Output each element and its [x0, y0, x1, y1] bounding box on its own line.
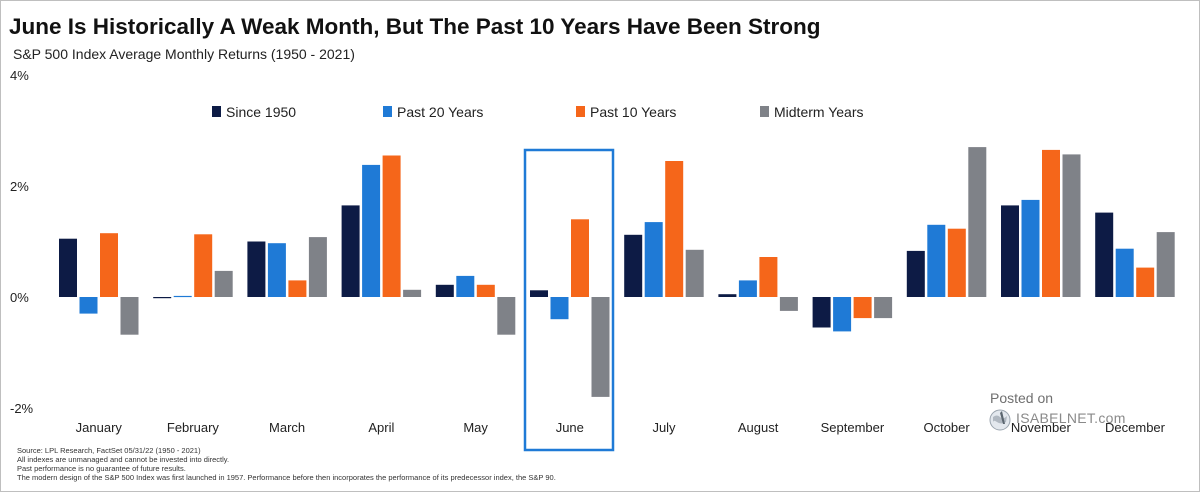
- footnote-source: Source: LPL Research, FactSet 05/31/22 (…: [17, 446, 201, 455]
- bar: [530, 290, 548, 297]
- legend-swatch: [212, 106, 221, 117]
- legend-label: Past 20 Years: [397, 104, 483, 120]
- footnote-modern-design: The modern design of the S&P 500 Index w…: [17, 473, 556, 482]
- bar: [456, 275, 475, 297]
- bar: [382, 155, 401, 297]
- bar: [308, 237, 327, 297]
- x-category-label: December: [1105, 420, 1166, 435]
- bar: [435, 284, 454, 297]
- bar: [624, 234, 643, 297]
- footnote-performance: Past performance is no guarantee of futu…: [17, 464, 186, 473]
- bar: [1042, 149, 1060, 297]
- bar: [173, 295, 192, 298]
- legend-label: Since 1950: [226, 104, 296, 120]
- bar: [644, 222, 663, 297]
- x-category-label: September: [821, 420, 885, 435]
- bar: [267, 243, 286, 297]
- y-tick-label: -2%: [10, 401, 34, 416]
- bar: [550, 297, 569, 320]
- legend-label: Midterm Years: [774, 104, 863, 120]
- bar: [153, 297, 172, 299]
- bar: [1062, 154, 1081, 297]
- bar: [79, 297, 98, 314]
- legend-swatch: [383, 106, 392, 117]
- x-category-label: November: [1011, 420, 1072, 435]
- watermark: Posted on ISABELNET.com: [988, 390, 1138, 440]
- legend-swatch: [760, 106, 769, 117]
- bar: [59, 238, 77, 297]
- bar: [1095, 212, 1114, 297]
- bar: [853, 297, 872, 319]
- bar: [718, 294, 737, 297]
- bar: [968, 147, 987, 297]
- bar: [1115, 248, 1134, 297]
- bar: [403, 289, 422, 297]
- bar: [906, 250, 925, 297]
- bar: [100, 233, 118, 297]
- watermark-posted-label: Posted on: [990, 390, 1054, 406]
- globe-logo-icon: [989, 409, 1011, 431]
- legend-label: Past 10 Years: [590, 104, 676, 120]
- bar: [759, 257, 778, 297]
- bar: [685, 249, 704, 297]
- footnote-indexes: All indexes are unmanaged and cannot be …: [17, 455, 230, 464]
- bar: [214, 270, 233, 297]
- bar: [812, 297, 831, 328]
- bar: [571, 219, 589, 297]
- x-category-label: October: [923, 420, 970, 435]
- x-category-label: February: [167, 420, 220, 435]
- bar: [497, 297, 516, 335]
- x-category-label: January: [76, 420, 123, 435]
- bar: [194, 234, 213, 297]
- june-highlight-box: [523, 148, 615, 452]
- bar: [120, 297, 139, 335]
- y-tick-label: 0%: [10, 290, 29, 305]
- y-tick-label: 2%: [10, 179, 29, 194]
- x-category-label: June: [556, 420, 584, 435]
- bar: [833, 297, 852, 332]
- bar: [362, 164, 381, 297]
- bar: [1021, 199, 1040, 297]
- bar: [665, 161, 684, 297]
- bar: [288, 280, 307, 297]
- x-category-label: August: [738, 420, 779, 435]
- x-category-label: July: [652, 420, 676, 435]
- bar: [1001, 205, 1019, 297]
- bar: [1136, 267, 1155, 297]
- bar: [927, 224, 946, 297]
- bar: [738, 280, 757, 297]
- chart-title: June Is Historically A Weak Month, But T…: [9, 14, 821, 39]
- footnotes: Source: LPL Research, FactSet 05/31/22 (…: [17, 446, 556, 482]
- y-tick-label: 4%: [10, 68, 29, 83]
- bar: [341, 205, 360, 297]
- watermark-site: ISABELNET.com: [1016, 410, 1126, 426]
- bar: [476, 284, 495, 297]
- x-category-label: April: [368, 420, 394, 435]
- bar: [874, 297, 893, 319]
- chart-subtitle: S&P 500 Index Average Monthly Returns (1…: [13, 46, 355, 62]
- x-category-label: May: [463, 420, 488, 435]
- bar: [247, 241, 266, 297]
- bar: [947, 228, 966, 297]
- x-category-label: March: [269, 420, 305, 435]
- bar: [779, 297, 798, 311]
- bar: [591, 297, 610, 397]
- bar: [1156, 232, 1175, 297]
- legend-swatch: [576, 106, 585, 117]
